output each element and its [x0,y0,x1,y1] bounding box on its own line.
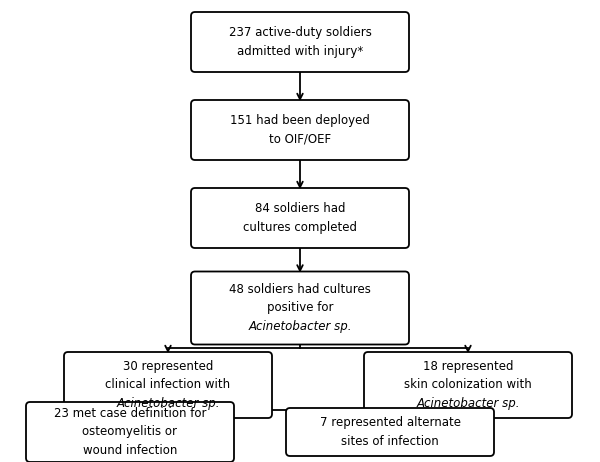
Text: Acinetobacter sp.: Acinetobacter sp. [416,397,520,410]
Text: 18 represented: 18 represented [423,360,513,373]
Text: sites of infection: sites of infection [341,435,439,448]
FancyBboxPatch shape [191,12,409,72]
FancyBboxPatch shape [26,402,234,462]
Text: osteomyelitis or: osteomyelitis or [83,426,178,438]
Text: to OIF/OEF: to OIF/OEF [269,133,331,146]
Text: clinical infection with: clinical infection with [106,378,230,391]
FancyBboxPatch shape [64,352,272,418]
Text: cultures completed: cultures completed [243,221,357,234]
FancyBboxPatch shape [286,408,494,456]
Text: 237 active-duty soldiers: 237 active-duty soldiers [229,26,371,39]
Text: 7 represented alternate: 7 represented alternate [320,416,461,429]
Text: Acinetobacter sp.: Acinetobacter sp. [116,397,220,410]
Text: positive for: positive for [267,302,333,315]
Text: 48 soldiers had cultures: 48 soldiers had cultures [229,283,371,296]
FancyBboxPatch shape [191,272,409,345]
FancyBboxPatch shape [191,100,409,160]
Text: wound infection: wound infection [83,444,177,457]
Text: Acinetobacter sp.: Acinetobacter sp. [248,320,352,333]
Text: 23 met case definition for: 23 met case definition for [54,407,206,420]
FancyBboxPatch shape [191,188,409,248]
FancyBboxPatch shape [364,352,572,418]
Text: 30 represented: 30 represented [123,360,213,373]
Text: 151 had been deployed: 151 had been deployed [230,115,370,128]
Text: 84 soldiers had: 84 soldiers had [255,202,345,215]
Text: admitted with injury*: admitted with injury* [237,45,363,58]
Text: skin colonization with: skin colonization with [404,378,532,391]
